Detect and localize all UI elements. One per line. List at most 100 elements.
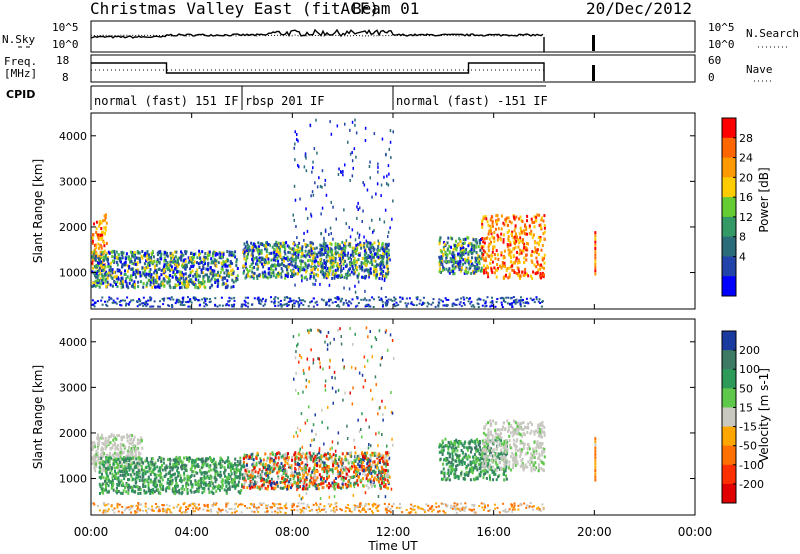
echo-cell	[200, 466, 203, 470]
echo-cell	[363, 183, 366, 187]
echo-cell	[305, 207, 307, 211]
echo-cell	[273, 256, 276, 260]
echo-cell	[131, 262, 134, 265]
echo-cell	[279, 480, 282, 484]
echo-cell	[527, 274, 530, 278]
echo-cell	[332, 453, 335, 457]
echo-cell	[145, 266, 148, 270]
echo-cell	[291, 484, 293, 488]
echo-cell	[348, 273, 351, 277]
echo-cell	[325, 269, 328, 272]
echo-cell	[138, 256, 141, 260]
echo-cell	[360, 261, 363, 265]
echo-cell	[540, 305, 543, 308]
beam-label: Beam 01	[352, 0, 419, 18]
echo-cell	[458, 268, 461, 272]
echo-cell	[239, 491, 242, 495]
echo-cell	[368, 299, 371, 302]
echo-cell	[386, 451, 389, 455]
echo-cell	[379, 265, 382, 269]
echo-cell	[91, 303, 94, 306]
echo-cell	[91, 448, 94, 451]
echo-cell	[107, 437, 110, 441]
echo-cell	[245, 470, 247, 474]
echo-cell	[385, 275, 388, 279]
echo-cell	[92, 461, 95, 465]
echo-cell	[543, 214, 546, 218]
echo-cell	[459, 254, 462, 257]
echo-cell	[462, 262, 464, 266]
echo-cell	[217, 473, 220, 477]
echo-cell	[262, 304, 265, 307]
echo-cell	[373, 273, 376, 277]
echo-cell	[269, 465, 272, 469]
echo-cell	[111, 464, 114, 468]
echo-cell	[274, 453, 277, 456]
echo-cell	[489, 224, 492, 228]
echo-cell	[290, 300, 292, 303]
echo-cell	[126, 439, 129, 443]
echo-cell	[132, 255, 135, 259]
echo-cell	[542, 275, 545, 279]
echo-cell	[221, 304, 224, 307]
echo-cell	[127, 463, 130, 467]
echo-cell	[535, 256, 538, 260]
echo-cell	[293, 453, 296, 457]
echo-cell	[369, 160, 371, 164]
echo-cell	[166, 261, 169, 264]
echo-cell	[268, 252, 271, 255]
echo-cell	[98, 279, 101, 283]
echo-cell	[121, 256, 124, 260]
echo-cell	[135, 457, 138, 461]
echo-cell	[95, 227, 98, 231]
echo-cell	[363, 256, 366, 260]
echo-cell	[233, 468, 236, 472]
echo-cell	[377, 457, 380, 461]
echo-cell	[232, 305, 235, 308]
echo-cell	[438, 270, 441, 274]
echo-cell	[348, 225, 350, 229]
echo-cell	[440, 249, 443, 253]
echo-cell	[351, 298, 354, 301]
echo-cell	[279, 244, 282, 248]
echo-cell	[454, 303, 457, 306]
echo-cell	[105, 485, 107, 489]
echo-cell	[147, 464, 150, 468]
echo-cell	[275, 463, 278, 467]
echo-cell	[283, 453, 286, 457]
echo-cell	[355, 251, 358, 255]
echo-cell	[115, 446, 118, 450]
echo-cell	[189, 298, 192, 301]
echo-cell	[359, 266, 362, 270]
echo-cell	[516, 272, 519, 276]
echo-cell	[107, 477, 110, 481]
echo-cell	[462, 251, 465, 255]
echo-cell	[212, 250, 215, 254]
echo-cell	[98, 466, 101, 470]
echo-cell	[289, 478, 292, 481]
echo-cell	[132, 273, 135, 276]
echo-cell	[543, 226, 546, 230]
echo-cell	[283, 457, 286, 461]
echo-cell	[388, 451, 390, 455]
echo-cell	[371, 256, 374, 259]
echo-cell	[230, 297, 233, 300]
echo-cell	[372, 230, 374, 234]
echo-cell	[106, 490, 109, 494]
echo-cell	[501, 303, 503, 306]
echo-cell	[257, 299, 260, 302]
echo-cell	[488, 254, 491, 258]
echo-cell	[594, 237, 597, 241]
echo-cell	[176, 262, 179, 266]
echo-cell	[112, 453, 115, 457]
echo-cell	[376, 252, 379, 256]
echo-cell	[373, 229, 375, 233]
echo-cell	[131, 284, 134, 288]
echo-cell	[145, 305, 148, 308]
echo-cell	[159, 476, 162, 480]
echo-cell	[443, 241, 446, 244]
echo-cell	[263, 257, 265, 261]
echo-cell	[210, 283, 213, 287]
echo-cell	[159, 480, 162, 484]
echo-cell	[330, 261, 333, 264]
